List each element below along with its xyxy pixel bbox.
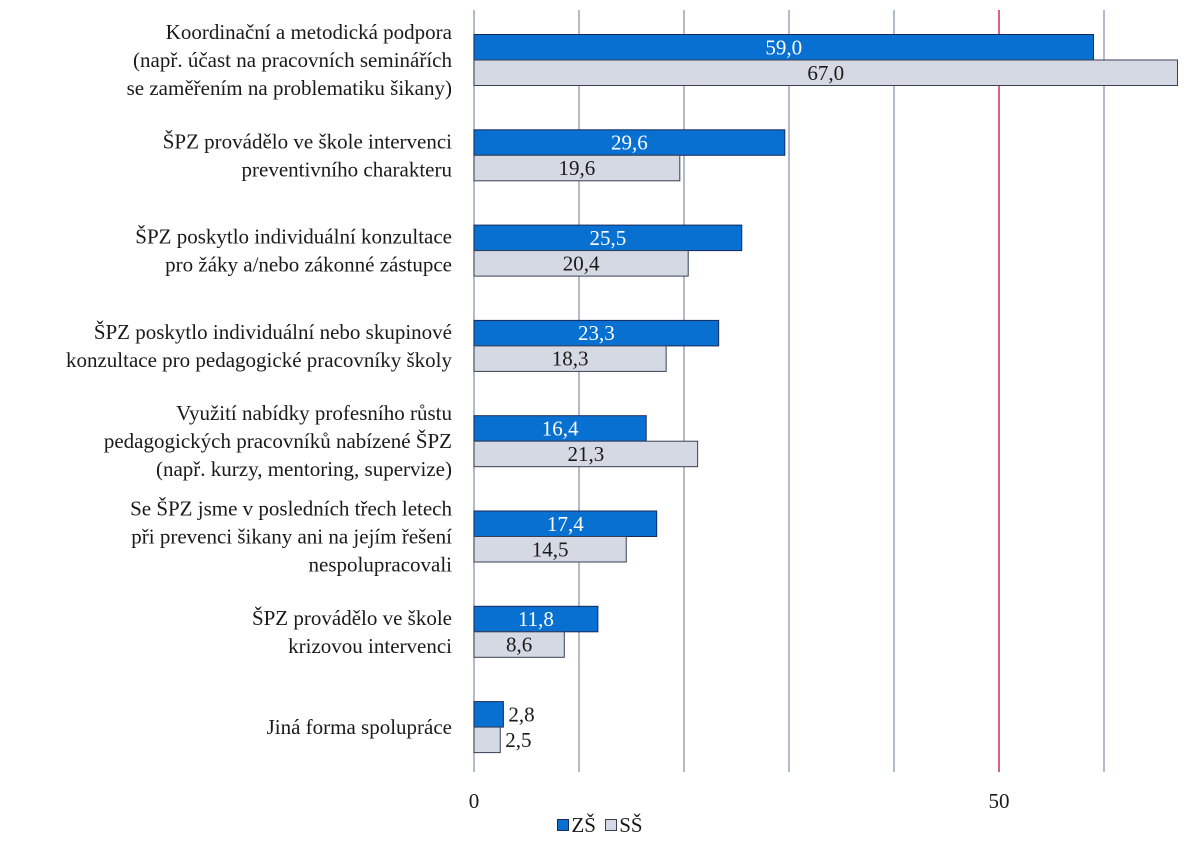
legend-label-zs: ZŠ — [571, 813, 596, 837]
value-label-ss: 18,3 — [552, 347, 589, 371]
value-label-ss: 8,6 — [506, 633, 532, 657]
value-label-zs: 25,5 — [590, 226, 627, 250]
bar-zs — [473, 224, 743, 252]
bar-zs — [473, 319, 720, 347]
legend-swatch-ss — [605, 819, 618, 831]
value-label-ss: 20,4 — [563, 251, 600, 275]
value-label-zs: 17,4 — [547, 512, 584, 536]
bar-zs — [473, 510, 658, 537]
category-label: ŠPZ provádělo ve škole intervenci prevent… — [163, 129, 453, 181]
legend-item-zs: ZŠ — [557, 813, 596, 837]
bar-zs — [473, 605, 599, 633]
bar-ss — [473, 726, 501, 754]
x-axis-ticks: 0 50 — [469, 789, 1010, 813]
bar-ss — [473, 250, 689, 277]
bar-ss — [473, 440, 699, 468]
x-tick-label: 0 — [469, 789, 480, 813]
category-label: ŠPZ poskytlo individuální nebo skupinové… — [66, 320, 453, 372]
value-label-ss: 21,3 — [567, 442, 604, 466]
value-labels: 59,067,0 29,6 19,6 25,520,4 23,318,3 16,421,3… — [505, 35, 844, 752]
legend: ZŠ SŠ — [0, 812, 1200, 837]
bar-zs — [473, 129, 786, 156]
category-label: Koordinační a metodická podpora (např. úč… — [127, 20, 453, 100]
bar-ss — [473, 59, 1178, 86]
bar-ss — [473, 631, 565, 658]
bar-ss — [473, 536, 627, 563]
legend-swatch-zs — [557, 819, 570, 831]
legend-label-ss: SŠ — [619, 813, 643, 837]
bar-ss — [473, 154, 681, 182]
value-label-ss: 14,5 — [532, 537, 569, 561]
value-label-zs: 29,6 — [611, 131, 648, 155]
category-label: Jiná forma spolupráce — [267, 715, 452, 739]
bar-ss — [473, 345, 667, 372]
category-label: ŠPZ poskytlo individuální konzultace pro … — [135, 225, 452, 277]
gridlines — [473, 10, 1105, 772]
category-label: Se ŠPZ jsme v posledních třech letech při… — [130, 497, 452, 577]
value-label-zs: 23,3 — [578, 321, 615, 345]
value-label-zs: 59,0 — [765, 35, 802, 59]
x-tick-label: 50 — [989, 789, 1010, 813]
value-label-zs: 16,4 — [542, 416, 579, 440]
legend-item-ss: SŠ — [605, 813, 643, 837]
value-label-ss: 19,6 — [559, 156, 596, 180]
value-label-ss: 2,5 — [505, 728, 531, 752]
category-label: ŠPZ provádělo ve škole krizovou intervenc… — [252, 606, 452, 658]
category-label: Využití nabídky profesního růstu pedagogi… — [104, 401, 453, 481]
value-label-zs: 11,8 — [518, 607, 554, 631]
bar-zs — [473, 701, 504, 728]
value-label-zs: 2,8 — [508, 702, 534, 726]
bars — [473, 34, 1178, 754]
value-label-ss: 67,0 — [807, 61, 844, 85]
category-labels: Koordinační a metodická podpora (např. úč… — [66, 20, 453, 739]
